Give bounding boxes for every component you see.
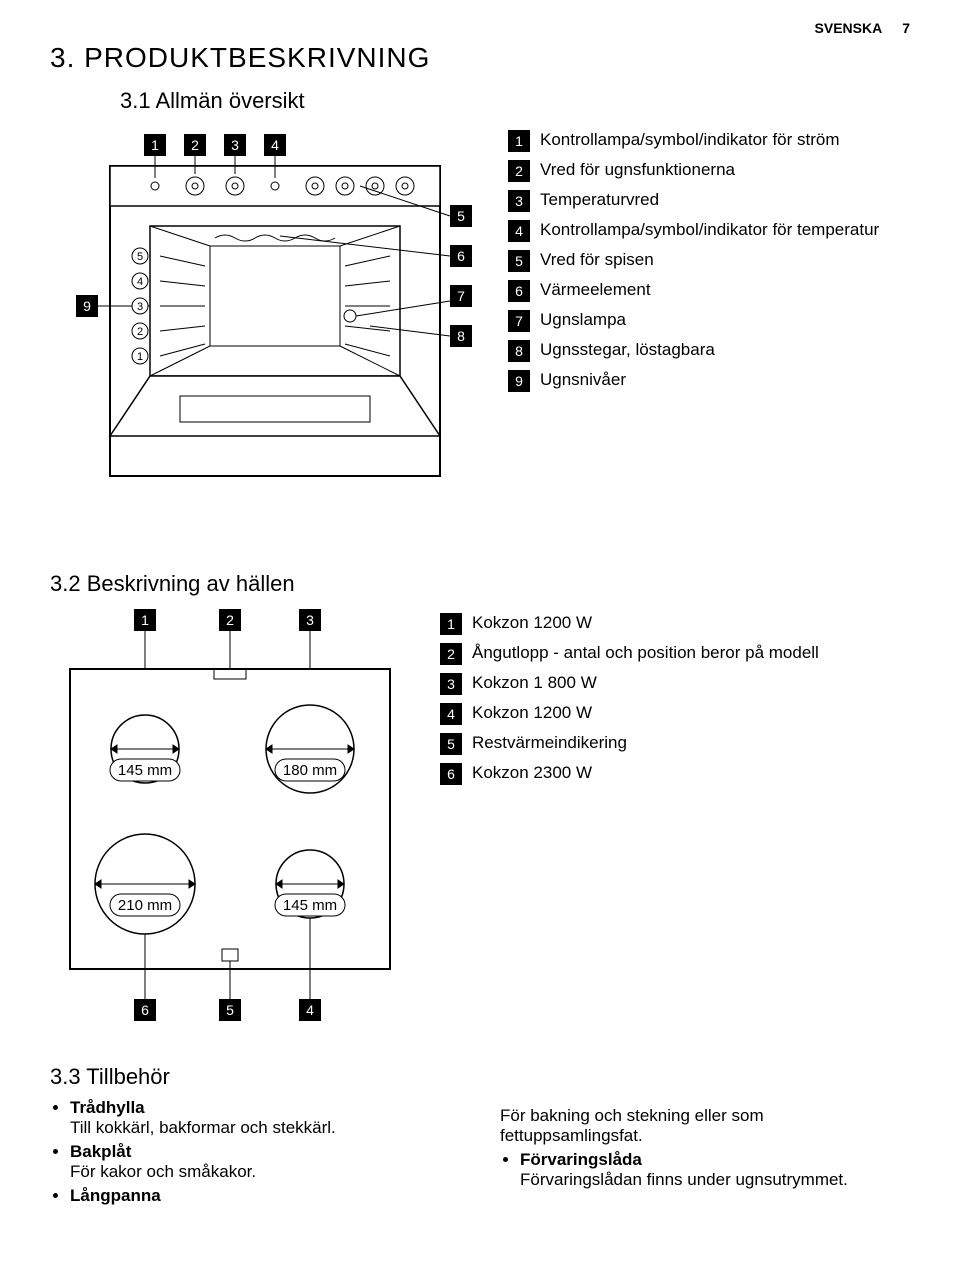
legend-row: 8 Ugnsstegar, löstagbara [508, 340, 910, 362]
list-item: BakplåtFör kakor och småkakor. [70, 1142, 460, 1182]
right-intro: För bakning och stekning eller som fettu… [500, 1106, 910, 1146]
legend-row: 3 Temperaturvred [508, 190, 910, 212]
list-item: TrådhyllaTill kokkärl, bakformar och ste… [70, 1098, 460, 1138]
svg-text:145 mm: 145 mm [118, 762, 172, 779]
legend-text: Ångutlopp - antal och position beror på … [472, 643, 819, 663]
legend-num: 5 [508, 250, 530, 272]
title-32: 3.2 Beskrivning av hällen [50, 571, 910, 597]
legend-row: 3 Kokzon 1 800 W [440, 673, 910, 695]
legend-num: 6 [508, 280, 530, 302]
list-item: Långpanna [70, 1186, 460, 1206]
svg-text:5: 5 [137, 251, 143, 263]
legend-text: Kokzon 1200 W [472, 613, 592, 633]
legend-text: Vred för ugnsfunktionerna [540, 160, 735, 180]
legend-num: 2 [440, 643, 462, 665]
list-item: FörvaringslådaFörvaringslådan finns unde… [520, 1150, 910, 1190]
legend-text: Värmeelement [540, 280, 651, 300]
legend-num: 2 [508, 160, 530, 182]
hob-diagram: 1 2 3 [50, 609, 410, 1034]
svg-text:7: 7 [457, 288, 465, 304]
legend-num: 4 [440, 703, 462, 725]
svg-text:2: 2 [191, 137, 199, 153]
legend-num: 1 [508, 130, 530, 152]
svg-text:8: 8 [457, 328, 465, 344]
svg-text:3: 3 [306, 612, 314, 628]
svg-text:4: 4 [306, 1002, 314, 1018]
tillbehor-left: 3.3 Tillbehör TrådhyllaTill kokkärl, bak… [50, 1064, 460, 1210]
section-33: 3.3 Tillbehör TrådhyllaTill kokkärl, bak… [50, 1064, 910, 1210]
legend-row: 2 Vred för ugnsfunktionerna [508, 160, 910, 182]
page-header: SVENSKA 7 [50, 20, 910, 36]
legend-row: 7 Ugnslampa [508, 310, 910, 332]
svg-text:9: 9 [83, 298, 91, 314]
title-main: 3. PRODUKTBESKRIVNING [50, 42, 910, 74]
legend-text: Kontrollampa/symbol/indikator för ström [540, 130, 840, 150]
svg-text:210 mm: 210 mm [118, 897, 172, 914]
svg-text:6: 6 [457, 248, 465, 264]
legend-text: Vred för spisen [540, 250, 654, 270]
legend-num: 9 [508, 370, 530, 392]
svg-text:1: 1 [137, 351, 143, 363]
legend-text: Kokzon 2300 W [472, 763, 592, 783]
svg-text:4: 4 [271, 137, 279, 153]
legend-text: Restvärmeindikering [472, 733, 627, 753]
svg-text:145 mm: 145 mm [283, 897, 337, 914]
svg-text:2: 2 [137, 326, 143, 338]
legend-row: 5 Vred för spisen [508, 250, 910, 272]
legend-row: 2 Ångutlopp - antal och position beror på… [440, 643, 910, 665]
legend-row: 1 Kontrollampa/symbol/indikator för ström [508, 130, 910, 152]
svg-text:4: 4 [137, 276, 143, 288]
title-33: 3.3 Tillbehör [50, 1064, 460, 1090]
svg-text:1: 1 [151, 137, 159, 153]
legend-row: 6 Värmeelement [508, 280, 910, 302]
svg-text:2: 2 [226, 612, 234, 628]
header-lang: SVENSKA [815, 20, 883, 36]
title-31: 3.1 Allmän översikt [120, 88, 910, 114]
legend-num: 7 [508, 310, 530, 332]
legend-text: Kontrollampa/symbol/indikator för temper… [540, 220, 879, 240]
svg-text:1: 1 [141, 612, 149, 628]
tillbehor-right: För bakning och stekning eller som fettu… [500, 1064, 910, 1210]
legend-text: Temperaturvred [540, 190, 659, 210]
legend-row: 6 Kokzon 2300 W [440, 763, 910, 785]
legend-num: 3 [508, 190, 530, 212]
legend-num: 6 [440, 763, 462, 785]
legend-text: Kokzon 1200 W [472, 703, 592, 723]
svg-text:5: 5 [226, 1002, 234, 1018]
legend-num: 4 [508, 220, 530, 242]
header-page: 7 [902, 20, 910, 36]
legend-row: 9 Ugnsnivåer [508, 370, 910, 392]
legend-text: Ugnsstegar, löstagbara [540, 340, 715, 360]
svg-text:180 mm: 180 mm [283, 762, 337, 779]
svg-text:6: 6 [141, 1002, 149, 1018]
legend-num: 1 [440, 613, 462, 635]
legend-num: 8 [508, 340, 530, 362]
hob-legend: 1 Kokzon 1200 W 2 Ångutlopp - antal och po… [440, 609, 910, 793]
legend-row: 4 Kontrollampa/symbol/indikator för tempe… [508, 220, 910, 242]
top-callout-1: 1 2 3 4 [144, 134, 286, 156]
legend-text: Ugnslampa [540, 310, 626, 330]
legend-text: Kokzon 1 800 W [472, 673, 597, 693]
svg-text:5: 5 [457, 208, 465, 224]
oven-legend: 1 Kontrollampa/symbol/indikator för ström… [508, 126, 910, 400]
legend-row: 4 Kokzon 1200 W [440, 703, 910, 725]
legend-num: 3 [440, 673, 462, 695]
legend-num: 5 [440, 733, 462, 755]
legend-row: 1 Kokzon 1200 W [440, 613, 910, 635]
oven-diagram: 1 2 3 4 [50, 126, 480, 531]
legend-row: 5 Restvärmeindikering [440, 733, 910, 755]
section-31: 1 2 3 4 [50, 126, 910, 531]
legend-text: Ugnsnivåer [540, 370, 626, 390]
svg-text:3: 3 [231, 137, 239, 153]
section-32: 1 2 3 [50, 609, 910, 1034]
svg-text:3: 3 [137, 301, 143, 313]
